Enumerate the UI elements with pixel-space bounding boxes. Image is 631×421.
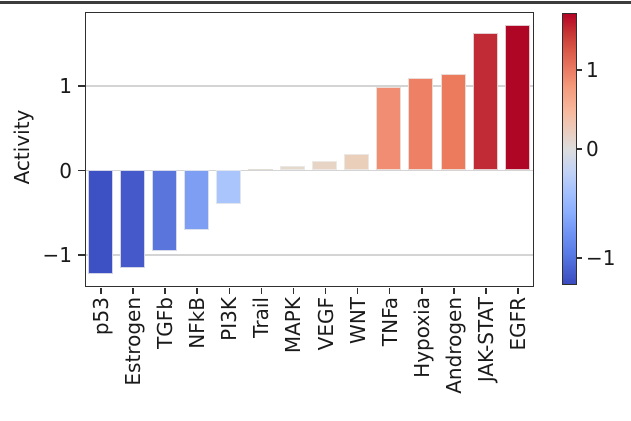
plot-area <box>85 12 534 287</box>
x-tick-label-tnfa: TNFa <box>377 297 402 347</box>
x-tick-mark <box>196 287 199 294</box>
colorbar-tick-mark <box>577 257 582 259</box>
gridline <box>86 85 533 87</box>
x-tick-mark <box>388 287 391 294</box>
bar-nfkb <box>183 169 209 230</box>
bar-wnt <box>344 153 370 170</box>
x-tick-label-tgfb: TGFb <box>153 297 178 349</box>
bar-egfr <box>504 24 530 170</box>
x-tick-mark <box>420 287 423 294</box>
x-tick-label-nfkb: NFkB <box>185 297 210 349</box>
bar-tnfa <box>376 87 402 170</box>
bar-pi3k <box>216 169 242 204</box>
bar-tgfb <box>151 169 177 251</box>
x-tick-mark <box>164 287 166 294</box>
x-tick-label-vegf: VEGF <box>313 297 338 351</box>
bar-hypoxia <box>408 77 434 170</box>
y-tick-label: −1 <box>42 242 72 267</box>
x-tick-mark <box>228 287 231 294</box>
x-tick-label-wnt: WNT <box>345 297 370 344</box>
x-tick-label-pi3k: PI3K <box>217 297 242 341</box>
x-tick-mark <box>517 287 519 294</box>
x-tick-label-hypoxia: Hypoxia <box>409 297 434 378</box>
y-tick-label: 0 <box>59 158 72 183</box>
colorbar-tick-mark <box>577 69 582 71</box>
x-tick-label-estrogen: Estrogen <box>121 297 146 386</box>
colorbar-tick-label: 1 <box>586 57 599 82</box>
bar-jak-stat <box>472 33 498 170</box>
y-tick-mark <box>77 169 85 172</box>
colorbar-tick-mark <box>577 148 582 150</box>
x-tick-label-trail: Trail <box>249 297 274 338</box>
colorbar-tick-label: 0 <box>586 137 599 161</box>
colorbar <box>562 13 577 285</box>
x-tick-mark <box>356 287 359 294</box>
x-tick-mark <box>292 287 295 294</box>
x-tick-label-androgen: Androgen <box>441 297 466 394</box>
x-tick-label-mapk: MAPK <box>281 297 306 354</box>
x-tick-mark <box>100 287 102 294</box>
bar-vegf <box>312 160 338 170</box>
bar-androgen <box>440 73 466 170</box>
x-tick-label-egfr: EGFR <box>505 297 530 351</box>
y-tick-mark <box>77 85 85 88</box>
gridline <box>86 169 533 172</box>
gridline <box>86 254 533 256</box>
colorbar-tick-label: −1 <box>586 245 616 270</box>
x-tick-label-jak-stat: JAK-STAT <box>473 297 498 383</box>
bar-mapk <box>280 165 306 170</box>
bar-trail <box>248 168 274 170</box>
top-border-line <box>0 1 631 4</box>
x-tick-mark <box>485 287 487 294</box>
x-tick-mark <box>260 287 263 294</box>
x-tick-mark <box>324 287 327 294</box>
y-tick-mark <box>77 254 85 256</box>
x-tick-mark <box>132 287 134 294</box>
bar-p53 <box>87 169 113 275</box>
x-tick-label-p53: p53 <box>89 297 114 336</box>
y-tick-label: 1 <box>59 74 72 99</box>
bar-estrogen <box>119 169 145 269</box>
x-tick-mark <box>453 287 455 294</box>
